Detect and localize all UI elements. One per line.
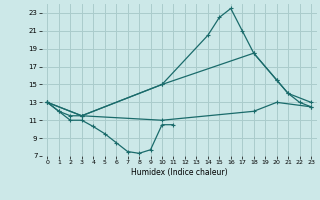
X-axis label: Humidex (Indice chaleur): Humidex (Indice chaleur) <box>131 168 228 177</box>
